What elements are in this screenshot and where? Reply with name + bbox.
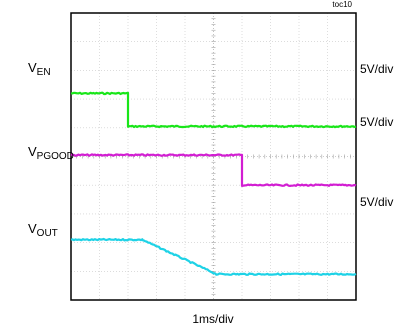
trace-ven bbox=[70, 91, 357, 129]
figure-tag: toc10 bbox=[332, 0, 352, 9]
scale-label-vout: 5V/div bbox=[360, 195, 393, 209]
channel-label-ven: VEN bbox=[28, 60, 51, 78]
plot-frame bbox=[70, 12, 357, 301]
scale-label-vpgood: 5V/div bbox=[360, 115, 393, 129]
channel-label-vout: VOUT bbox=[28, 221, 58, 239]
channel-label-vpgood: VPGOOD bbox=[28, 144, 74, 162]
waveform-traces bbox=[70, 91, 357, 276]
scale-label-ven: 5V/div bbox=[360, 62, 393, 76]
channel-labels: VEN 5V/div VPGOOD 5V/div VOUT 5V/div bbox=[28, 60, 393, 239]
trace-vout bbox=[70, 237, 357, 276]
x-axis-label: 1ms/div bbox=[192, 312, 233, 326]
trace-vpgood bbox=[70, 153, 357, 187]
